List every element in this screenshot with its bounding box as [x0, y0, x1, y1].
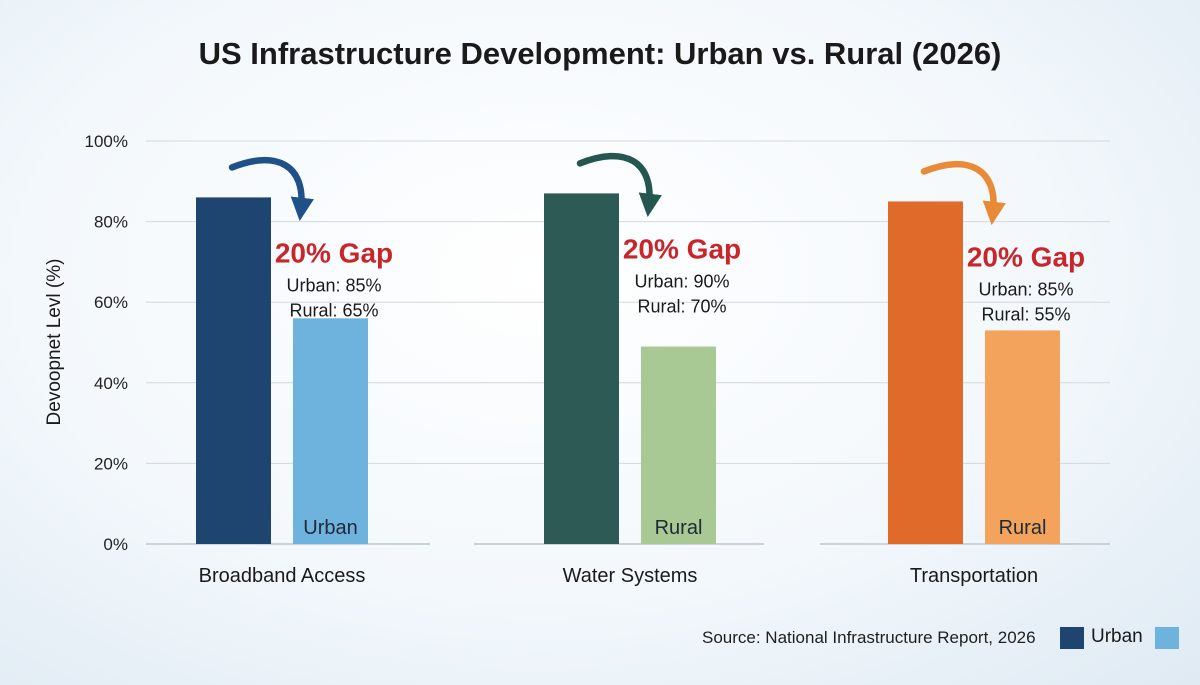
y-tick-label: 60%: [94, 293, 128, 312]
bar-rural-2: [985, 330, 1060, 544]
gap-label: 20% Gap: [275, 237, 393, 268]
gap-label: 20% Gap: [623, 233, 741, 264]
legend-rural-swatch: [1155, 627, 1179, 649]
bar-rural-1: [641, 346, 716, 544]
bar-urban-1: [544, 193, 619, 544]
bar-inner-label: Urban: [303, 517, 357, 539]
legend-urban-label: Urban: [1091, 626, 1143, 647]
x-category-label: Water Systems: [563, 565, 698, 587]
x-category-label: Transportation: [910, 565, 1038, 587]
y-tick-label: 40%: [94, 374, 128, 393]
y-tick-label: 20%: [94, 454, 128, 473]
bar-inner-label: Rural: [655, 517, 703, 539]
y-tick-label: 0%: [103, 535, 128, 554]
annotation-rural-value: Rural: 65%: [289, 300, 378, 320]
gap-arrow: [228, 156, 314, 222]
legend-urban-swatch: [1060, 627, 1084, 649]
gap-arrow: [576, 152, 662, 218]
y-tick-label: 100%: [85, 132, 128, 151]
gap-arrow: [920, 160, 1006, 226]
chart-title: US Infrastructure Development: Urban vs.…: [198, 36, 1002, 71]
bar-inner-label: Rural: [999, 517, 1047, 539]
annotation-urban-value: Urban: 90%: [634, 271, 729, 291]
x-category-label: Broadband Access: [199, 565, 366, 587]
bar-urban-2: [888, 201, 963, 544]
annotation-rural-value: Rural: 55%: [981, 304, 1070, 324]
y-axis-label: Devoopnet Levl (%): [44, 259, 65, 426]
annotation-rural-value: Rural: 70%: [637, 296, 726, 316]
gap-label: 20% Gap: [967, 241, 1085, 272]
annotation-urban-value: Urban: 85%: [978, 279, 1073, 299]
bar-rural-0: [293, 318, 368, 544]
y-tick-label: 80%: [94, 213, 128, 232]
source-note: Source: National Infrastructure Report, …: [702, 628, 1036, 647]
annotation-urban-value: Urban: 85%: [286, 275, 381, 295]
bar-urban-0: [196, 197, 271, 545]
